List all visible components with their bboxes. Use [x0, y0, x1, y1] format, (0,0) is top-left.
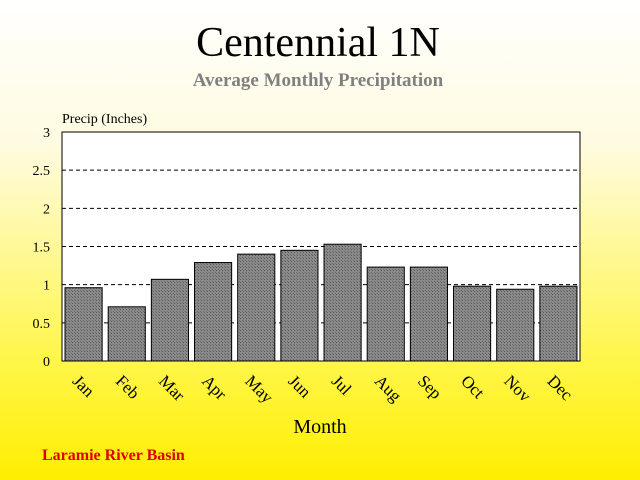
x-axis-label: Month — [293, 416, 346, 438]
y-tick-label: 0.5 — [33, 317, 51, 332]
bar-nov — [496, 288, 535, 362]
gridlines — [62, 169, 580, 324]
chart-title: Centennial 1N — [196, 20, 440, 66]
x-tick-label: Nov — [500, 371, 534, 405]
y-ticks: 0 0.5 1 1.5 2 2.5 3 — [33, 126, 51, 370]
bar-aug — [366, 266, 405, 362]
x-tick-label: Feb — [112, 371, 143, 402]
x-tick-label: Jul — [328, 371, 356, 399]
y-tick-label: 2.5 — [33, 164, 51, 179]
x-tick-label: Dec — [544, 371, 577, 404]
bar-oct — [453, 285, 492, 362]
y-tick-label: 3 — [43, 126, 50, 141]
bar-jul — [323, 243, 362, 362]
x-tick-label: Jun — [285, 371, 315, 401]
bar-dec — [539, 285, 578, 362]
x-tick-label: Oct — [457, 371, 488, 402]
y-tick-label: 0 — [43, 355, 50, 370]
bar-jan — [64, 287, 103, 362]
basin-label: Laramie River Basin — [42, 447, 185, 464]
bars — [64, 243, 578, 362]
bar-mar — [150, 278, 189, 362]
x-tick-label: Mar — [155, 371, 189, 405]
bar-may — [237, 253, 276, 362]
x-tick-label: Sep — [414, 371, 445, 402]
x-tick-label: Jan — [69, 371, 99, 401]
bar-feb — [107, 306, 146, 362]
chart-subtitle: Average Monthly Precipitation — [193, 70, 444, 91]
y-tick-label: 1.5 — [33, 241, 51, 256]
y-tick-label: 1 — [43, 279, 50, 294]
bar-jun — [280, 249, 319, 362]
x-tick-label: May — [241, 371, 277, 407]
y-axis-label: Precip (Inches) — [62, 112, 147, 127]
x-tick-label: Aug — [371, 371, 405, 405]
bar-apr — [194, 262, 233, 362]
bar-sep — [409, 266, 448, 362]
y-tick-label: 2 — [43, 202, 50, 217]
x-ticks: Jan Feb Mar Apr May Jun Jul Aug Sep Oct Nov Dec — [69, 371, 577, 407]
x-tick-label: Apr — [198, 371, 230, 403]
